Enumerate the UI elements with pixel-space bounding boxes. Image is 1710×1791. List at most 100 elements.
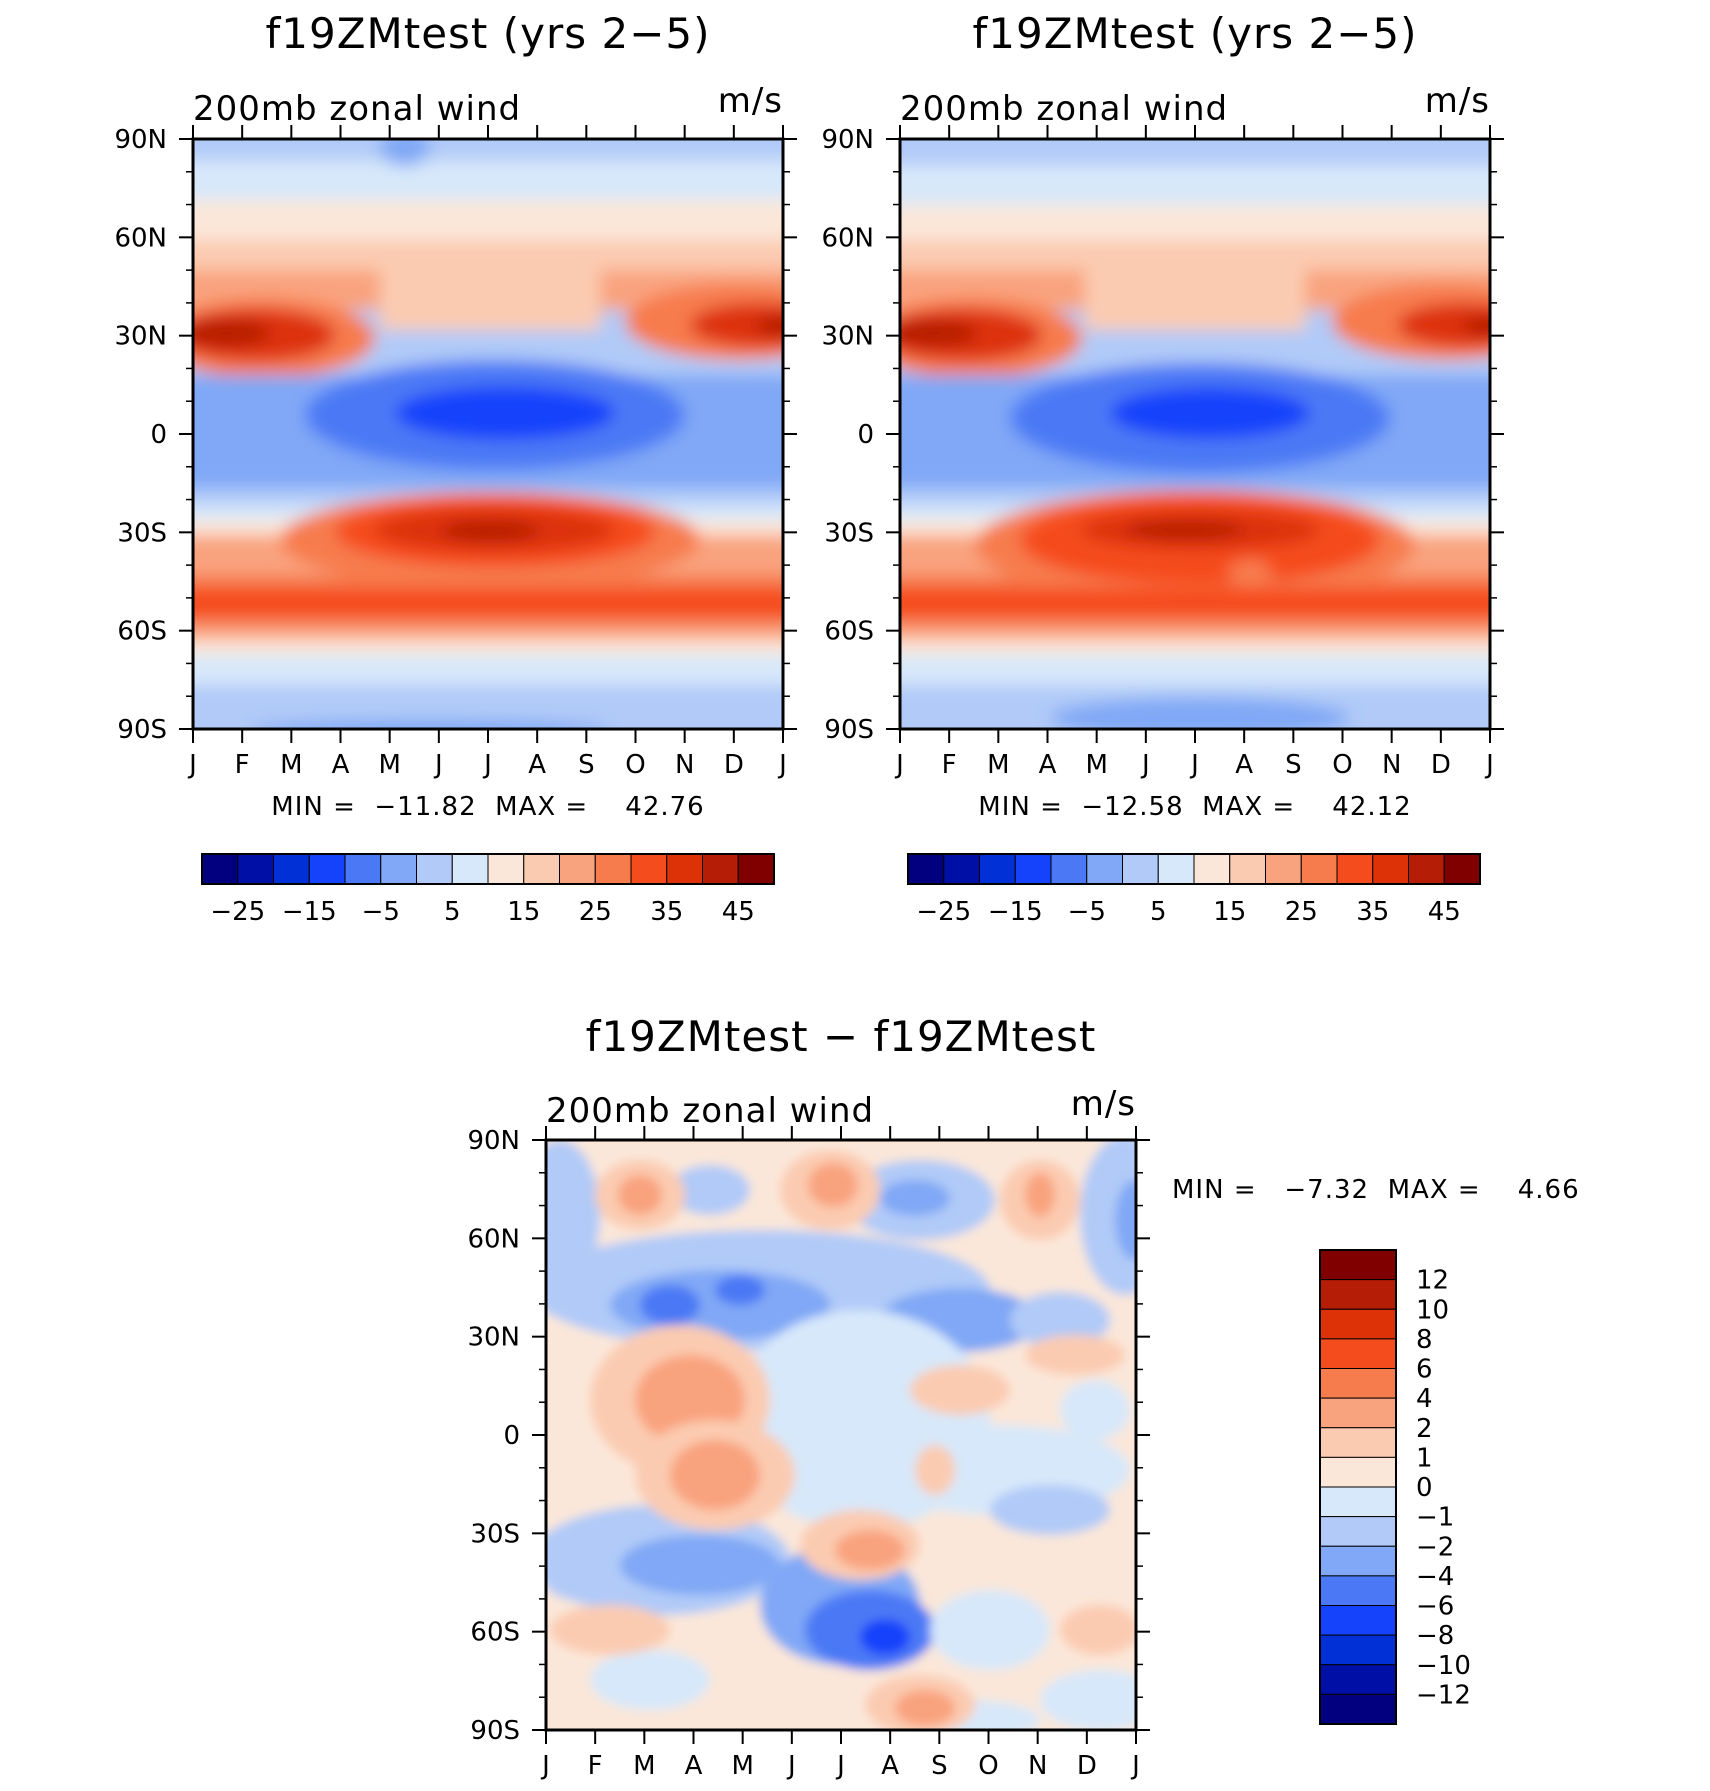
colorbar-swatch [1319,1516,1397,1547]
colorbar-swatch [416,853,453,885]
colorbar-label: −1 [1416,1503,1454,1533]
y-tick-label: 90N [467,1126,520,1156]
x-tick-label: J [894,750,904,780]
panel-1-field [193,139,783,729]
panel-3-minmax: MIN = −7.32 MAX = 4.66 [1172,1175,1580,1205]
colorbar-swatch [666,853,703,885]
x-tick-label: J [777,750,787,780]
panel-2-title: f19ZMtest (yrs 2−5) [972,9,1417,58]
colorbar-label: 4 [1416,1384,1433,1414]
x-tick-label: A [685,1751,703,1781]
colorbar-label: 35 [650,897,683,927]
x-tick-label: J [540,1751,550,1781]
colorbar-label: −15 [988,897,1043,927]
x-tick-label: M [633,1751,655,1781]
y-tick-label: 30N [467,1323,520,1353]
colorbar-swatch [907,853,945,885]
colorbar-swatch [559,853,596,885]
y-tick-label: 0 [857,420,874,450]
colorbar-swatch [1319,1693,1397,1725]
x-tick-label: F [588,1751,603,1781]
colorbar-label: −12 [1416,1680,1471,1710]
x-tick-label: M [987,750,1009,780]
panel-2-field [900,139,1490,729]
panel-1-units: m/s [718,81,783,121]
colorbar-swatch [1300,853,1338,885]
colorbar-frame [907,853,1481,885]
colorbar-label: 35 [1356,897,1389,927]
colorbar-swatch [1319,1308,1397,1340]
x-tick-label: J [1130,1751,1140,1781]
colorbar-swatch [1157,853,1195,885]
colorbar-swatch [201,853,239,885]
colorbar-swatch [737,853,775,885]
panel-2-minmax: MIN = −12.58 MAX = 42.12 [978,792,1411,822]
x-tick-label: F [235,750,250,780]
colorbar-swatch [1319,1605,1397,1636]
colorbar-swatch [1336,853,1374,885]
colorbar-swatch [1122,853,1159,885]
x-tick-label: D [1077,1751,1097,1781]
x-tick-label: A [528,750,546,780]
panel-1-title: f19ZMtest (yrs 2−5) [265,9,710,58]
panel-3-units: m/s [1071,1084,1136,1124]
y-tick-label: 30S [824,518,874,548]
panel-1-minmax: MIN = −11.82 MAX = 42.76 [271,792,704,822]
colorbar-label: 10 [1416,1295,1449,1325]
y-tick-label: 90S [470,1716,520,1746]
x-tick-label: O [978,1751,998,1781]
colorbar-label: −5 [1068,897,1106,927]
colorbar-swatch [1229,853,1266,885]
colorbar-swatch [1319,1634,1397,1666]
colorbar-swatch [702,853,739,885]
colorbar-label: 2 [1416,1414,1433,1444]
y-tick-label: 90S [824,715,874,745]
colorbar-label: 5 [1150,897,1167,927]
colorbar-swatch [1086,853,1123,885]
colorbar-swatch [630,853,668,885]
panel-2-units: m/s [1425,81,1490,121]
x-tick-label: S [1285,750,1302,780]
colorbar-label: −25 [210,897,265,927]
x-tick-label: A [332,750,350,780]
colorbar-frame [201,853,775,885]
colorbar-swatch [979,853,1016,885]
x-tick-label: M [731,1751,753,1781]
x-tick-label: N [1028,1751,1047,1781]
colorbar-label: −5 [362,897,400,927]
colorbar-label: 1 [1416,1443,1433,1473]
colorbar-swatch [1319,1338,1397,1369]
panel-3-field [546,1140,1136,1730]
x-tick-label: N [1382,750,1401,780]
panel-1-colorbar: −25 −15 −5 5 15 25 35 45 [201,853,775,927]
colorbar-swatch [451,853,489,885]
colorbar-swatch [1372,853,1409,885]
colorbar-swatch [1319,1575,1397,1606]
panel-3-title: f19ZMtest − f19ZMtest [586,1012,1097,1061]
colorbar-swatch [273,853,310,885]
colorbar-swatch [237,853,274,885]
x-tick-label: F [942,750,957,780]
x-tick-label: J [1484,750,1494,780]
panel-2-colorbar: −25 −15 −5 5 15 25 35 45 [907,853,1481,927]
y-tick-label: 60N [821,223,874,253]
panel-1: f19ZMtest (yrs 2−5) 200mb zonal wind m/s [114,9,797,927]
x-tick-label: D [1431,750,1451,780]
x-tick-label: J [786,1751,796,1781]
colorbar-swatch [1319,1545,1397,1577]
x-tick-label: A [881,1751,899,1781]
x-tick-label: O [625,750,645,780]
colorbar-swatch [380,853,417,885]
x-tick-label: J [482,750,492,780]
colorbar-swatch [1319,1368,1397,1399]
colorbar-swatch [1319,1279,1397,1310]
colorbar-swatch [1050,853,1088,885]
panel-2-subtitle: 200mb zonal wind [900,89,1228,129]
colorbar-swatch [523,853,560,885]
colorbar-label: 15 [1213,897,1246,927]
colorbar-swatch [943,853,980,885]
colorbar-swatch [308,853,346,885]
